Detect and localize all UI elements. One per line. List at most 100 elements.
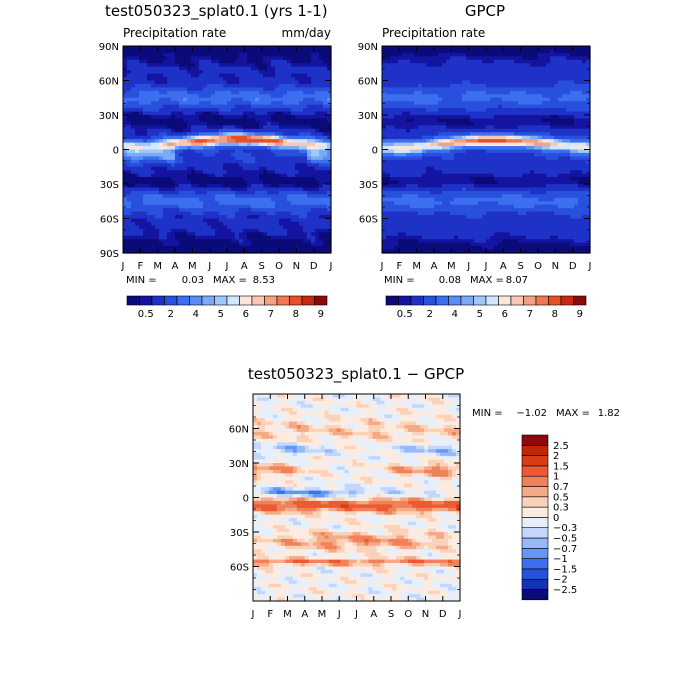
obs-cell — [482, 101, 487, 106]
model-cell — [175, 46, 180, 51]
model-cell — [139, 90, 144, 95]
obs-cell — [566, 139, 571, 144]
model-cell — [227, 249, 232, 254]
model-cell — [263, 204, 268, 209]
model-cell — [131, 63, 136, 68]
model-cell — [291, 187, 296, 192]
model-cell — [299, 80, 304, 85]
obs-cell — [586, 59, 591, 64]
model-cell — [135, 111, 140, 116]
obs-cell — [438, 104, 443, 109]
obs-cell — [570, 70, 575, 75]
model-cell — [183, 211, 188, 216]
model-cell — [159, 104, 164, 109]
model-cell — [179, 118, 184, 123]
model-cell — [315, 59, 320, 64]
obs-cell — [506, 142, 511, 147]
model-cell — [175, 104, 180, 109]
obs-cell — [558, 135, 563, 140]
model-cell — [167, 121, 172, 126]
obs-cell — [510, 52, 515, 57]
model-cell — [159, 73, 164, 78]
model-cell — [283, 208, 288, 213]
model-cell — [127, 66, 132, 71]
model-cell — [319, 215, 324, 220]
obs-cell — [522, 66, 527, 71]
model-cell — [311, 180, 316, 185]
model-cell — [191, 204, 196, 209]
model-cell — [243, 194, 248, 199]
obs-cell — [582, 128, 587, 133]
model-cell — [131, 221, 136, 226]
obs-cell — [570, 94, 575, 99]
model-cell — [327, 97, 332, 102]
model-cell — [203, 73, 208, 78]
obs-cell — [482, 83, 487, 88]
model-cell — [163, 242, 168, 247]
model-cell — [299, 249, 304, 254]
obs-cell — [506, 121, 511, 126]
model-cell — [231, 135, 236, 140]
model-cell — [203, 208, 208, 213]
model-y-tick-label: 90S — [100, 249, 119, 260]
model-cell — [219, 52, 224, 57]
model-cell — [295, 180, 300, 185]
obs-cell — [566, 104, 571, 109]
model-cell — [287, 94, 292, 99]
model-cell — [275, 142, 280, 147]
model-cell — [191, 128, 196, 133]
model-cell — [327, 73, 332, 78]
model-cell — [147, 139, 152, 144]
model-cell — [291, 177, 296, 182]
model-cell — [303, 166, 308, 171]
model-cell — [271, 235, 276, 240]
model-cell — [259, 59, 264, 64]
model-cell — [203, 218, 208, 223]
obs-cell — [550, 83, 555, 88]
model-cell — [187, 118, 192, 123]
model-cell — [327, 242, 332, 247]
model-cell — [171, 80, 176, 85]
model-cell — [199, 59, 204, 64]
model-cell — [295, 194, 300, 199]
obs-cell — [454, 142, 459, 147]
model-cell — [291, 66, 296, 71]
obs-cell — [390, 56, 395, 61]
model-cell — [251, 232, 256, 237]
model-cell — [275, 87, 280, 92]
obs-cell — [486, 159, 491, 164]
model-cell — [171, 211, 176, 216]
model-cell — [307, 187, 312, 192]
model-cell — [247, 87, 252, 92]
model-cell — [219, 208, 224, 213]
obs-cell — [578, 66, 583, 71]
obs-cell — [586, 121, 591, 126]
obs-cell — [514, 97, 519, 102]
model-cell — [315, 52, 320, 57]
model-cell — [211, 118, 216, 123]
model-cell — [247, 190, 252, 195]
obs-cell — [522, 90, 527, 95]
model-cell — [135, 239, 140, 244]
obs-cell — [550, 66, 555, 71]
obs-cell — [534, 104, 539, 109]
model-cell — [199, 156, 204, 161]
model-cell — [131, 180, 136, 185]
obs-cell — [510, 70, 515, 75]
obs-cell — [514, 121, 519, 126]
obs-cell — [510, 149, 515, 154]
obs-cell — [582, 125, 587, 130]
model-cell — [247, 184, 252, 189]
obs-cell — [586, 87, 591, 92]
obs-cell — [502, 146, 507, 151]
obs-cell — [474, 94, 479, 99]
model-cell — [191, 156, 196, 161]
model-cell — [199, 121, 204, 126]
model-cell — [183, 52, 188, 57]
model-cell — [295, 139, 300, 144]
model-cell — [163, 77, 168, 82]
model-cell — [239, 204, 244, 209]
model-cell — [175, 111, 180, 116]
obs-cell — [530, 125, 535, 130]
obs-cell — [522, 83, 527, 88]
